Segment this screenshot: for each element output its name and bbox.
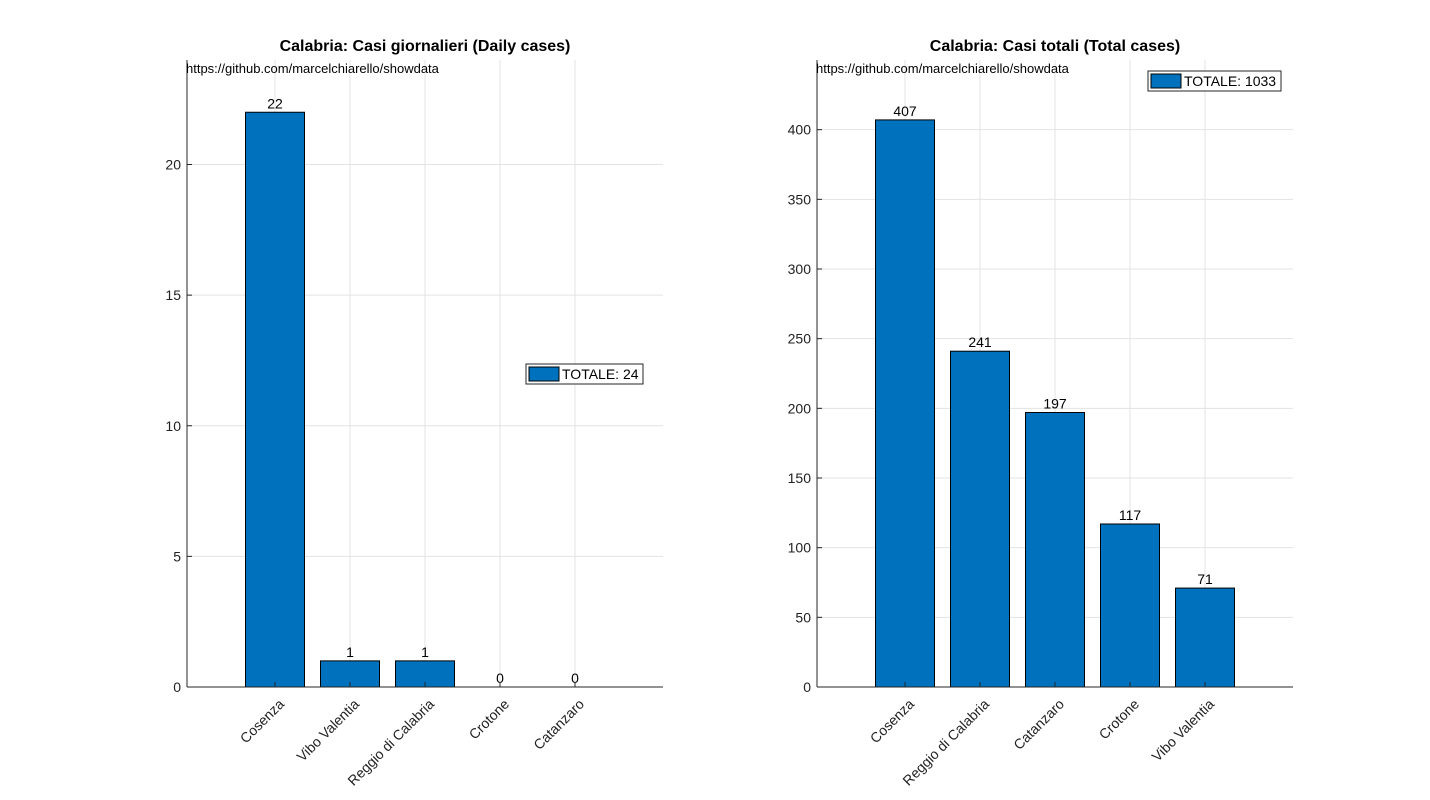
chart-title: Calabria: Casi giornalieri (Daily cases) [280,38,571,55]
y-tick-label: 200 [788,400,812,416]
bar [875,119,935,688]
legend-label: TOTALE: 1033 [1184,73,1276,89]
source-annotation: https://github.com/marcelchiarello/showd… [186,61,440,76]
y-tick-label: 300 [788,261,812,277]
data-label: 0 [571,670,579,686]
data-label: 117 [1119,507,1142,523]
x-tick-label: Vibo Valentia [293,696,362,765]
legend-label: TOTALE: 24 [562,366,639,382]
bar [1175,587,1235,688]
x-tick-label: Catanzaro [530,696,587,753]
data-label: 197 [1043,396,1067,412]
y-tick-label: 100 [788,540,812,556]
x-tick-label: Cosenza [867,696,918,747]
bar [245,111,305,688]
total-cases-chart: 407 241 197 117 71 0 50 100 150 200 250 300 350 400 C… [788,38,1293,789]
y-tick-label: 50 [795,609,811,625]
x-tick-label: Crotone [466,696,513,743]
data-label: 0 [496,670,504,686]
source-annotation: https://github.com/marcelchiarello/showd… [816,61,1070,76]
data-label: 1 [346,644,354,660]
x-tick-label: Cosenza [237,696,288,747]
legend-swatch [1150,73,1182,89]
y-tick-label: 15 [165,287,181,303]
bar [1025,412,1085,688]
y-tick-label: 150 [788,470,812,486]
y-tick-label: 0 [803,679,811,695]
y-tick-label: 350 [788,191,812,207]
x-tick-label: Vibo Valentia [1148,696,1217,765]
legend: TOTALE: 24 [525,363,644,385]
data-label: 71 [1197,571,1213,587]
legend-swatch [528,366,560,382]
y-tick-label: 10 [165,418,181,434]
y-tick-label: 20 [165,157,181,173]
y-tick-label: 250 [788,331,812,347]
bar [1100,523,1160,688]
data-label: 22 [267,95,283,111]
x-tick-label: Crotone [1096,696,1143,743]
y-tick-label: 400 [788,122,812,138]
data-label: 407 [893,103,917,119]
legend: TOTALE: 1033 [1147,70,1282,92]
x-tick-label: Catanzaro [1010,696,1067,753]
chart-title: Calabria: Casi totali (Total cases) [930,38,1180,55]
bar [950,350,1010,688]
data-label: 241 [968,334,992,350]
data-label: 1 [421,644,429,660]
y-tick-label: 5 [173,548,181,564]
y-tick-label: 0 [173,679,181,695]
